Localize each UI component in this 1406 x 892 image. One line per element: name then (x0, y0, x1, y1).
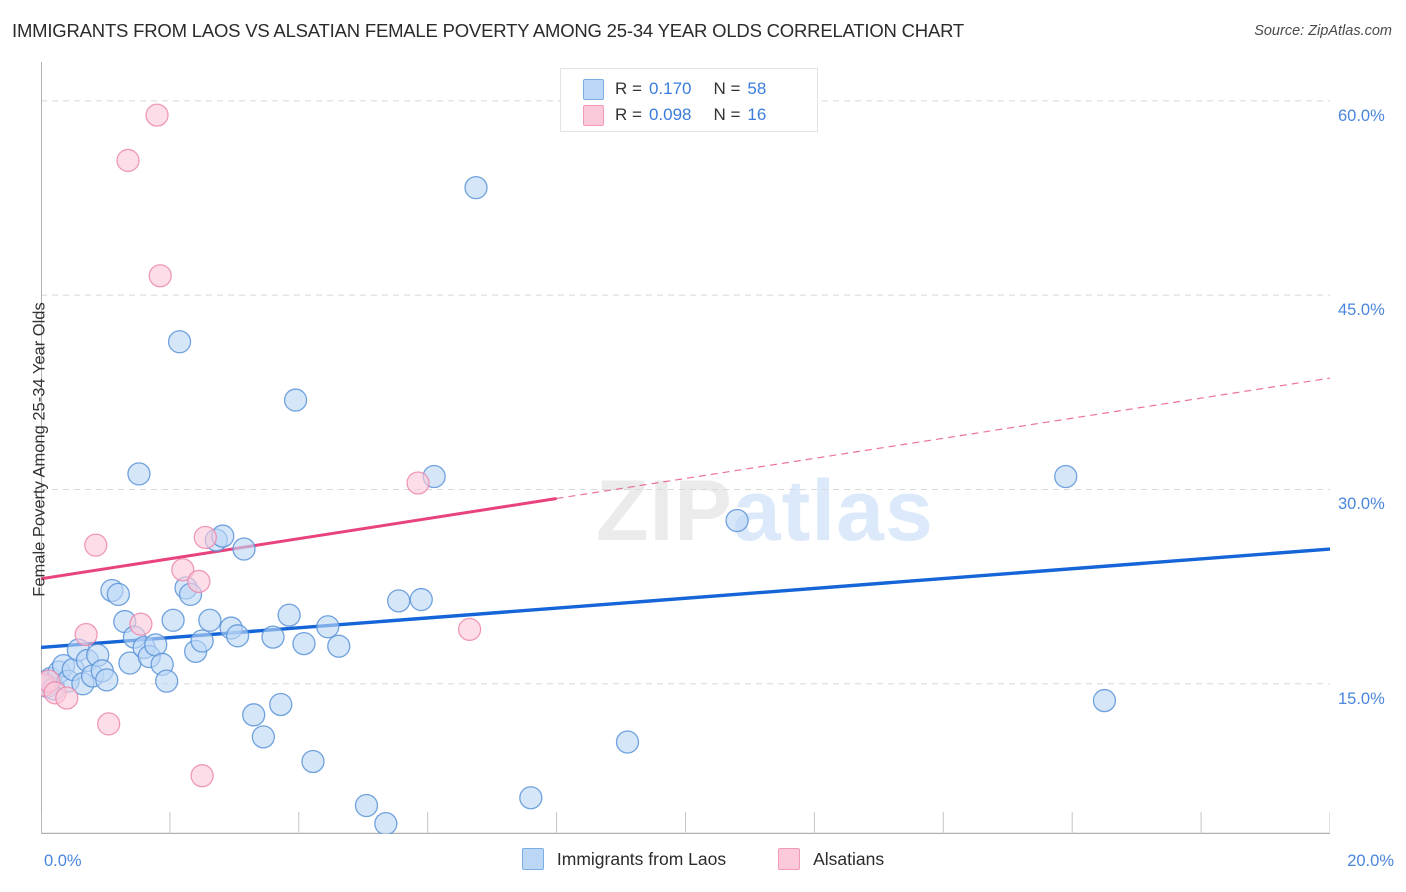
scatter-point[interactable] (232, 537, 256, 561)
y-axis-tick-30: 30.0% (1338, 495, 1385, 514)
scatter-group-laos (41, 175, 1117, 834)
legend-swatch-blue (583, 78, 604, 100)
scatter-point[interactable] (97, 712, 121, 736)
stats-row-pink: R = 0.098 N = 16 (583, 102, 766, 128)
series-label-laos: Immigrants from Laos (556, 848, 727, 869)
scatter-point[interactable] (116, 148, 140, 173)
scatter-point[interactable] (1054, 464, 1078, 489)
scatter-point[interactable] (190, 764, 214, 788)
y-axis-tick-15: 15.0% (1338, 689, 1385, 708)
pink-r-value: 0.098 (648, 105, 692, 124)
x-axis-tick-min: 0.0% (44, 852, 82, 870)
scatter-point[interactable] (316, 615, 340, 639)
scatter-point[interactable] (187, 569, 211, 594)
blue-n-label: N = (713, 79, 741, 98)
scatter-point[interactable] (242, 703, 266, 727)
scatter-plot-area: ZIPatlas (41, 62, 1330, 834)
y-axis-tick-45: 45.0% (1338, 301, 1385, 320)
scatter-point[interactable] (327, 634, 351, 658)
series-label-alsatians: Alsatians (813, 848, 885, 869)
y-axis-title: Female Poverty Among 25-34 Year Olds (30, 302, 49, 597)
scatter-point[interactable] (129, 612, 153, 636)
scatter-point[interactable] (225, 624, 250, 648)
blue-r-value: 0.170 (648, 79, 692, 98)
scatter-group-alsatians (41, 103, 482, 788)
pink-n-value: 16 (747, 105, 767, 124)
trendline-blue (41, 547, 1330, 650)
series-swatch-blue (521, 848, 544, 870)
scatter-point[interactable] (277, 603, 301, 627)
x-axis-tick-max: 20.0% (1347, 852, 1394, 870)
scatter-point[interactable] (615, 730, 640, 754)
scatter-point[interactable] (725, 508, 749, 533)
scatter-point[interactable] (190, 629, 214, 653)
scatter-point[interactable] (145, 103, 169, 127)
scatter-point[interactable] (354, 793, 379, 818)
blue-n-value: 58 (747, 79, 767, 98)
pink-r-label: R = (615, 105, 642, 124)
source-attribution: Source: ZipAtlas.com (1254, 23, 1392, 39)
trendline-pink-dashed (556, 377, 1330, 500)
scatter-point[interactable] (457, 617, 482, 641)
scatter-point[interactable] (251, 725, 276, 749)
scatter-point[interactable] (269, 692, 293, 717)
series-legend-item-alsatians[interactable]: Alsatians (778, 848, 884, 870)
scatter-point[interactable] (127, 462, 151, 486)
scatter-point[interactable] (84, 533, 108, 557)
scatter-point[interactable] (198, 608, 222, 632)
pink-n-label: N = (713, 105, 741, 124)
y-axis-tick-60: 60.0% (1338, 106, 1385, 125)
scatter-point[interactable] (387, 589, 411, 613)
scatter-point[interactable] (74, 622, 98, 647)
series-legend-item-laos[interactable]: Immigrants from Laos (521, 848, 727, 870)
scatter-point[interactable] (144, 633, 168, 657)
stats-row-blue: R = 0.170 N = 58 (583, 76, 766, 102)
legend-swatch-pink (583, 104, 604, 126)
blue-r-label: R = (615, 79, 642, 98)
scatter-point[interactable] (406, 471, 430, 495)
scatter-point[interactable] (148, 264, 172, 288)
trendline-pink-solid (41, 497, 557, 581)
correlation-stats-legend: R = 0.170 N = 58 R = 0.098 N = 16 (560, 68, 818, 132)
scatter-point[interactable] (519, 786, 543, 810)
series-swatch-pink (778, 848, 801, 870)
scatter-point[interactable] (106, 582, 130, 607)
scatter-point[interactable] (261, 625, 285, 649)
scatter-point[interactable] (193, 525, 217, 550)
plot-svg (41, 62, 1330, 834)
page-title: IMMIGRANTS FROM LAOS VS ALSATIAN FEMALE … (12, 20, 965, 41)
scatter-point[interactable] (161, 608, 185, 632)
scatter-point[interactable] (167, 330, 192, 354)
scatter-point[interactable] (374, 811, 398, 834)
scatter-point[interactable] (301, 749, 325, 774)
scatter-point[interactable] (1092, 688, 1117, 713)
scatter-point[interactable] (95, 668, 119, 692)
scatter-point[interactable] (409, 587, 433, 612)
series-legend: Immigrants from Laos Alsatians (0, 848, 1406, 870)
scatter-point[interactable] (464, 175, 488, 200)
scatter-point[interactable] (171, 558, 195, 582)
scatter-point[interactable] (155, 669, 179, 693)
scatter-point[interactable] (283, 388, 308, 412)
scatter-point[interactable] (292, 631, 316, 656)
scatter-point[interactable] (55, 686, 79, 710)
